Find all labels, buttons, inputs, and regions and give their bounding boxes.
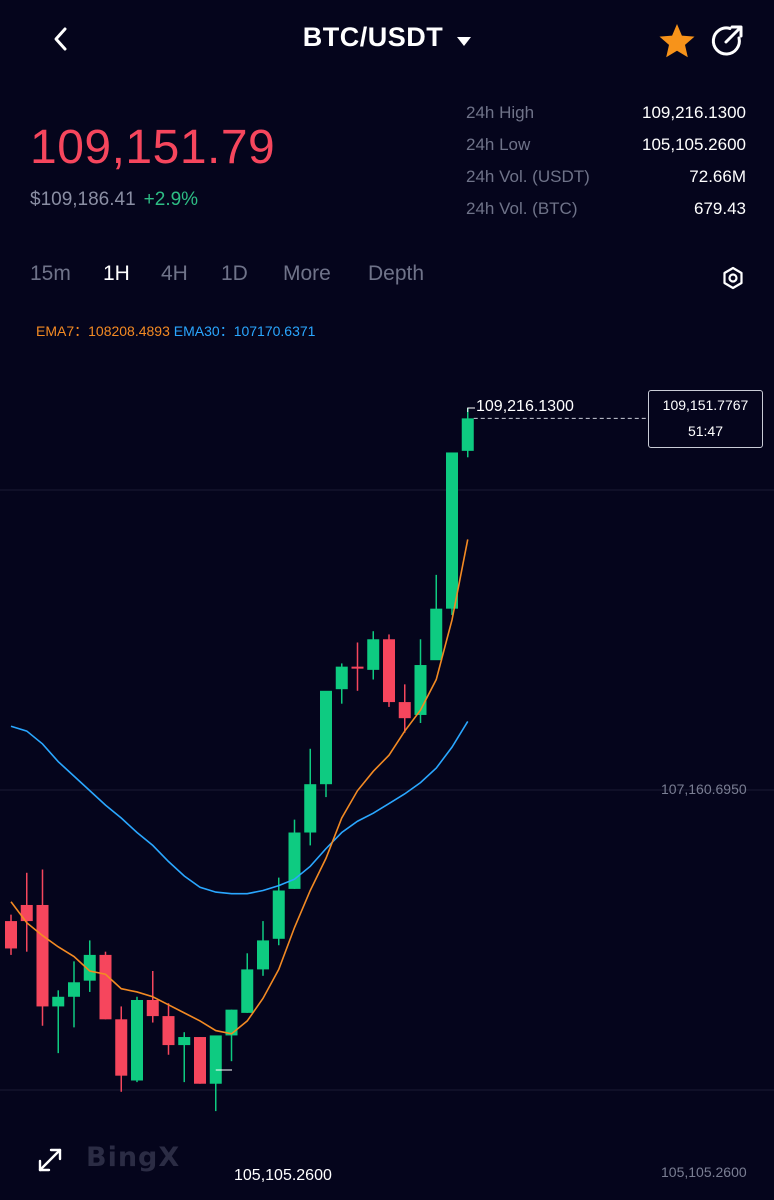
candle-up — [461, 418, 474, 451]
caret-down-icon — [457, 23, 472, 54]
candle-down — [398, 702, 411, 719]
stat-row-vol-usdt: 24h Vol. (USDT) 72.66M — [466, 164, 746, 196]
chevron-left-icon — [54, 27, 67, 51]
candle-up — [68, 982, 80, 997]
candle-up — [288, 832, 301, 889]
ema30-label: EMA30： — [173, 323, 234, 339]
candle-down — [115, 1019, 128, 1076]
candle-up — [430, 608, 443, 661]
stat-value: 105,105.2600 — [642, 135, 746, 154]
brand-watermark: BingX — [86, 1142, 181, 1173]
candle-down — [5, 921, 17, 949]
ema-legend: EMA7：108208.4893 EMA30：107170.6371 — [36, 321, 315, 341]
stat-label: 24h High — [466, 103, 535, 122]
stat-row-high: 24h High 109,216.1300 — [466, 100, 746, 132]
fullscreen-button[interactable] — [36, 1146, 64, 1174]
tab-4h[interactable]: 4H — [161, 262, 188, 285]
candlestick-chart[interactable] — [0, 340, 774, 1200]
price-axis-label: 105,105.2600 — [661, 1164, 747, 1180]
star-icon — [659, 24, 695, 58]
candle-up — [272, 890, 285, 939]
pair-selector[interactable]: BTC/USDT — [0, 22, 774, 54]
share-button[interactable] — [708, 22, 746, 60]
candle-up — [414, 665, 427, 715]
chart-settings-button[interactable] — [719, 264, 747, 292]
tab-depth[interactable]: Depth — [368, 262, 425, 285]
usd-price: $109,186.41 — [30, 189, 136, 210]
price-subline: $109,186.41 +2.9% — [30, 189, 198, 211]
candle-up — [335, 666, 348, 690]
stat-value: 679.43 — [694, 199, 746, 218]
candle-down — [383, 639, 395, 703]
current-price-tag[interactable]: 109,151.7767 51:47 — [648, 390, 763, 448]
candle-up — [178, 1037, 191, 1046]
ema7-label: EMA7： — [36, 323, 89, 339]
stat-row-vol-btc: 24h Vol. (BTC) 679.43 — [466, 196, 746, 228]
high-marker-label: 109,216.1300 — [476, 398, 574, 415]
expand-icon — [38, 1148, 62, 1172]
candle-up — [131, 999, 143, 1081]
tab-1h[interactable]: 1H — [103, 262, 130, 285]
share-icon — [711, 25, 743, 56]
candle-up — [209, 1035, 222, 1084]
back-button[interactable] — [44, 22, 78, 56]
candle-up — [304, 784, 317, 833]
gear-icon — [723, 266, 743, 290]
stat-label: 24h Vol. (BTC) — [466, 199, 578, 218]
candle-up — [52, 996, 65, 1007]
stat-value: 72.66M — [689, 167, 746, 186]
candle-up — [257, 940, 269, 970]
candle-up — [225, 1009, 238, 1036]
chart-canvas[interactable] — [0, 340, 774, 1200]
tab-1d[interactable]: 1D — [221, 262, 248, 285]
ema7-line — [10, 539, 469, 1035]
candle-down — [194, 1037, 206, 1084]
candle-down — [36, 904, 49, 1007]
candle-up — [241, 969, 254, 1013]
favorite-button[interactable] — [658, 22, 696, 60]
ema30-value: 107170.6371 — [233, 323, 316, 339]
current-price-value: 109,151.7767 — [662, 397, 749, 413]
candle-up — [320, 690, 332, 785]
stats-panel: 24h High 109,216.1300 24h Low 105,105.26… — [466, 100, 746, 228]
pair-title: BTC/USDT — [302, 22, 444, 52]
ema7-value: 108208.4893 — [88, 323, 170, 339]
candle-down — [20, 904, 33, 922]
tab-15m[interactable]: 15m — [30, 262, 71, 285]
candle-countdown: 51:47 — [687, 423, 724, 439]
tab-more[interactable]: More — [283, 262, 331, 285]
candle-up — [367, 639, 380, 670]
stat-label: 24h Vol. (USDT) — [466, 167, 590, 186]
candle-up — [446, 452, 458, 609]
candle-down — [99, 954, 112, 1020]
last-price: 109,151.79 — [30, 121, 276, 174]
candle-down — [351, 666, 364, 669]
stat-row-low: 24h Low 105,105.2600 — [466, 132, 746, 164]
high-marker-line — [467, 407, 475, 412]
stat-value: 109,216.1300 — [642, 103, 746, 122]
price-axis-label: 107,160.6950 — [661, 781, 747, 797]
change-percent: +2.9% — [143, 189, 199, 210]
stat-label: 24h Low — [466, 135, 531, 154]
candle-down — [162, 1016, 175, 1046]
ema30-line — [10, 720, 469, 895]
candle-up — [83, 954, 96, 981]
candle-down — [146, 999, 159, 1017]
low-marker-label: 105,105.2600 — [234, 1167, 332, 1184]
